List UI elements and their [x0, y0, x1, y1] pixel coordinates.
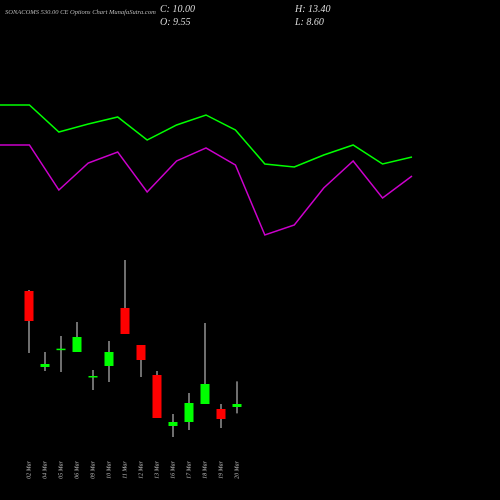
candle-body — [104, 352, 114, 366]
open-info: O: 9.55 — [160, 17, 191, 28]
candle-body — [152, 375, 162, 418]
high-info: H: 13.40 — [294, 4, 331, 15]
candle-body — [232, 404, 242, 407]
candle-body — [136, 345, 146, 360]
x-tick-label: 20 Mar — [234, 460, 240, 478]
candle-body — [88, 376, 98, 378]
x-tick-label: 09 Mar — [90, 460, 96, 478]
chart-title: SONACOMS 530.00 CE Options Chart MunafaS… — [5, 9, 156, 16]
candle-body — [200, 384, 210, 404]
x-tick-label: 02 Mar — [26, 460, 32, 478]
low-info: L: 8.60 — [294, 17, 324, 28]
x-tick-label: 13 Mar — [154, 460, 160, 478]
x-tick-label: 17 Mar — [186, 460, 192, 478]
close-info: C: 10.00 — [160, 4, 195, 15]
x-tick-label: 04 Mar — [41, 460, 48, 478]
candle-body — [120, 308, 130, 334]
candle-body — [216, 409, 226, 419]
indicator-line — [0, 104, 413, 168]
candle-body — [56, 348, 66, 351]
x-tick-label: 12 Mar — [138, 460, 144, 478]
candle-body — [184, 403, 194, 422]
indicator-line — [0, 144, 413, 236]
candle-body — [72, 337, 82, 352]
candle-body — [168, 422, 178, 426]
x-tick-label: 11 Mar — [122, 461, 128, 479]
x-tick-label: 06 Mar — [74, 460, 80, 478]
x-tick-label: 10 Mar — [106, 460, 112, 478]
x-tick-label: 16 Mar — [170, 460, 176, 478]
candle-body — [40, 364, 50, 367]
x-tick-label: 18 Mar — [202, 460, 208, 478]
candle-body — [24, 291, 34, 321]
x-tick-label: 05 Mar — [58, 460, 64, 478]
x-tick-label: 19 Mar — [218, 460, 224, 478]
